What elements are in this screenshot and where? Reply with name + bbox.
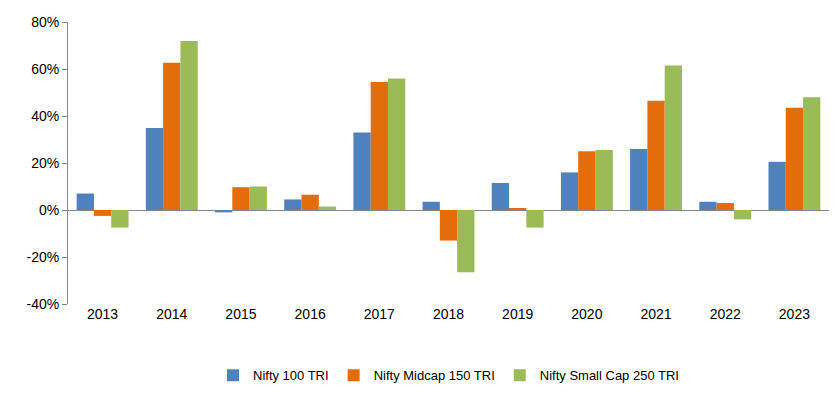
svg-text:40%: 40% [31, 108, 59, 124]
svg-text:Nifty Midcap 150 TRI: Nifty Midcap 150 TRI [374, 368, 495, 383]
svg-text:2013: 2013 [87, 306, 118, 322]
svg-text:2020: 2020 [571, 306, 602, 322]
svg-text:2023: 2023 [779, 306, 810, 322]
svg-text:2017: 2017 [364, 306, 395, 322]
svg-text:2016: 2016 [295, 306, 326, 322]
svg-text:2015: 2015 [225, 306, 256, 322]
svg-text:-40%: -40% [27, 296, 60, 312]
svg-text:80%: 80% [31, 14, 59, 30]
svg-text:2019: 2019 [502, 306, 533, 322]
svg-text:2022: 2022 [710, 306, 741, 322]
svg-text:2021: 2021 [640, 306, 671, 322]
svg-text:20%: 20% [31, 155, 59, 171]
svg-text:2014: 2014 [156, 306, 187, 322]
svg-text:60%: 60% [31, 61, 59, 77]
svg-text:Nifty 100 TRI: Nifty 100 TRI [253, 368, 329, 383]
svg-text:2018: 2018 [433, 306, 464, 322]
svg-text:0%: 0% [39, 202, 59, 218]
svg-text:Nifty Small Cap 250 TRI: Nifty Small Cap 250 TRI [540, 368, 679, 383]
svg-text:-20%: -20% [27, 249, 60, 265]
